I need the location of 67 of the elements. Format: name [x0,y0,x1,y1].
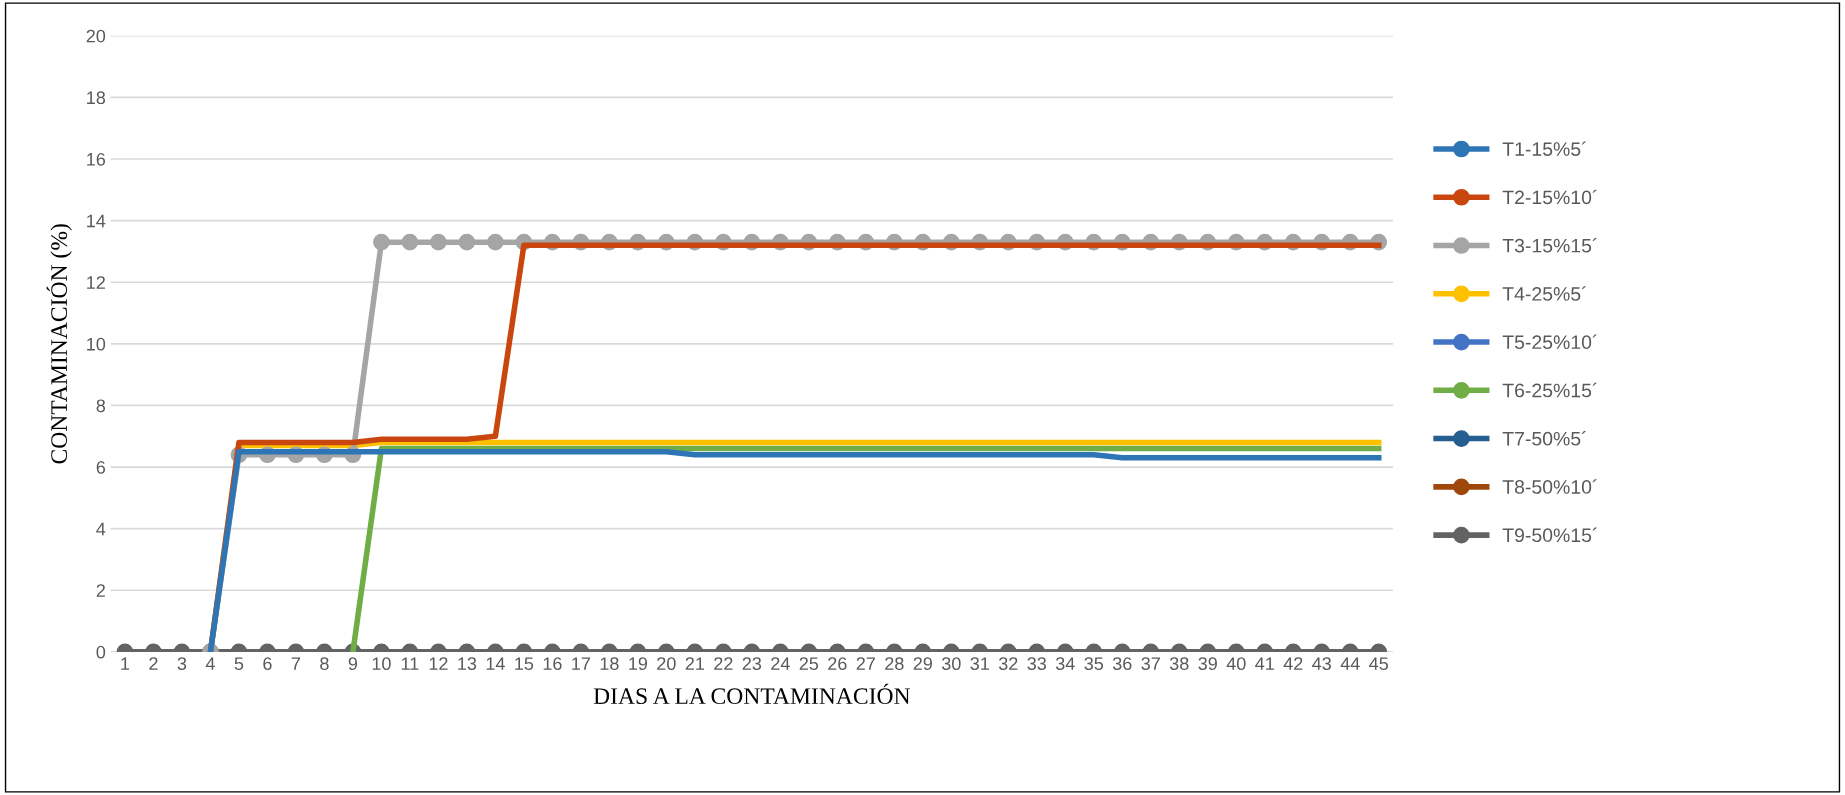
legend-label: T6-25%15´ [1502,382,1597,398]
x-tick-label: 21 [685,657,705,670]
legend-label: T9-50%15´ [1502,527,1597,543]
x-tick-label: 45 [1369,657,1389,671]
x-tick-label: 26 [828,657,847,671]
x-tick-label: 28 [885,657,904,671]
x-tick-label: 24 [771,657,790,670]
x-tick-label: 17 [572,657,590,670]
x-tick-label: 9 [348,657,358,671]
x-tick-label: 39 [1198,657,1217,671]
x-tick-label: 31 [970,657,989,671]
x-tick-label: 7 [291,657,301,670]
x-tick-label: 15 [515,657,534,671]
x-tick-label: 43 [1312,657,1331,671]
x-tick-label: 41 [1255,657,1274,670]
x-tick-label: 6 [263,657,272,671]
x-axis-title: DIAS A LA CONTAMINACIÓN [593,683,911,705]
legend-label: T4-25%5´ [1502,286,1586,301]
x-tick-label: 40 [1226,657,1246,671]
y-tick-label: 4 [96,522,106,536]
x-tick-label: 3 [177,657,187,671]
x-tick-label: 18 [600,657,619,671]
y-tick-label: 12 [87,276,105,289]
x-tick-label: 29 [913,657,932,671]
y-tick-label: 8 [96,399,106,413]
x-tick-label: 37 [1141,657,1160,671]
x-tick-label: 2 [149,657,158,670]
y-tick-label: 6 [96,461,106,474]
x-tick-label: 34 [1055,657,1075,671]
x-tick-label: 22 [714,657,733,670]
x-tick-label: 20 [657,657,676,671]
x-tick-label: 11 [401,657,419,670]
y-tick-label: 0 [96,645,106,659]
x-tick-label: 12 [429,657,448,670]
x-tick-label: 10 [372,657,391,671]
x-tick-label: 32 [998,657,1018,671]
x-tick-label: 33 [1027,657,1047,671]
x-tick-label: 44 [1340,657,1360,670]
y-tick-label: 20 [86,29,106,43]
x-tick-label: 8 [320,657,329,671]
x-tick-label: 16 [543,657,562,671]
x-tick-label: 27 [856,657,875,670]
legend-label: T2-15%10´ [1502,189,1597,205]
x-tick-label: 38 [1169,657,1189,671]
legend-label: T8-50%10´ [1502,479,1597,494]
x-tick-label: 5 [234,657,244,671]
y-tick-label: 18 [87,91,106,105]
y-tick-label: 10 [87,337,106,351]
legend-label: T3-15%15´ [1502,238,1597,253]
legend-label: T7-50%5´ [1502,431,1586,446]
x-tick-label: 19 [629,657,648,671]
x-tick-label: 35 [1084,657,1104,671]
y-tick-label: 16 [87,152,106,166]
x-tick-label: 1 [121,657,130,670]
y-tick-label: 2 [96,584,105,597]
x-tick-label: 23 [742,657,762,671]
x-tick-label: 25 [799,657,819,671]
x-tick-label: 36 [1112,657,1132,671]
x-tick-label: 13 [458,657,477,671]
legend-label: T5-25%10´ [1502,334,1597,350]
legend-label: T1-15%5´ [1502,141,1586,156]
y-axis-title: CONTAMINACIÓN (%) [46,224,72,464]
x-tick-label: 42 [1283,657,1303,670]
x-tick-label: 4 [205,657,215,670]
y-tick-label: 14 [87,214,106,228]
x-tick-label: 14 [486,657,505,670]
x-tick-label: 30 [941,657,961,671]
